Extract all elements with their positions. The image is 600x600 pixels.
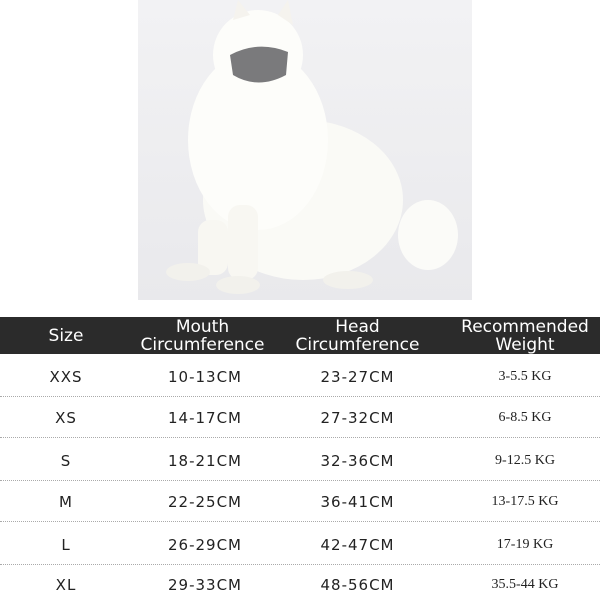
mouth-cell: 10-13CM [167, 368, 242, 386]
mouth-cell: 14-17CM [167, 409, 242, 427]
size-cell: XXS [49, 368, 83, 386]
weight-cell: 35.5-44 KG [491, 577, 559, 592]
table-row: XS 14-17CM 27-32CM 6-8.5 KG [0, 397, 600, 439]
row-divider [0, 480, 600, 481]
weight-cell: 9-12.5 KG [495, 453, 555, 468]
size-cell: S [60, 452, 72, 470]
header-size: Size [48, 325, 84, 346]
weight-cell: 13-17.5 KG [491, 494, 559, 509]
product-photo [138, 0, 472, 300]
table-row: S 18-21CM 32-36CM 9-12.5 KG [0, 440, 600, 482]
mouth-cell: 22-25CM [167, 493, 242, 511]
row-divider [0, 521, 600, 522]
table-row: L 26-29CM 42-47CM 17-19 KG [0, 524, 600, 566]
mouth-cell: 26-29CM [167, 536, 242, 554]
mouth-cell: 29-33CM [167, 576, 242, 594]
dog-image [166, 0, 458, 294]
header-weight: Recommended Weight [461, 316, 589, 355]
head-cell: 23-27CM [320, 368, 395, 386]
table-row: XXS 10-13CM 23-27CM 3-5.5 KG [0, 356, 600, 398]
weight-cell: 3-5.5 KG [498, 369, 552, 384]
table-row: M 22-25CM 36-41CM 13-17.5 KG [0, 481, 600, 523]
head-cell: 32-36CM [320, 452, 395, 470]
weight-cell: 6-8.5 KG [498, 410, 552, 425]
mouth-cell: 18-21CM [167, 452, 242, 470]
table-header: Size Mouth Circumference Head Circumfere… [0, 317, 600, 354]
row-divider [0, 396, 600, 397]
head-cell: 42-47CM [320, 536, 395, 554]
size-cell: L [61, 536, 71, 554]
size-cell: M [59, 493, 73, 511]
weight-cell: 17-19 KG [496, 537, 554, 552]
size-cell: XS [55, 409, 77, 427]
header-head: Head Circumference [295, 316, 420, 355]
size-cell: XL [55, 576, 77, 594]
row-divider [0, 564, 600, 565]
head-cell: 48-56CM [320, 576, 395, 594]
header-mouth: Mouth Circumference [140, 316, 265, 355]
head-cell: 27-32CM [320, 409, 395, 427]
row-divider [0, 437, 600, 438]
head-cell: 36-41CM [320, 493, 395, 511]
table-row: XL 29-33CM 48-56CM 35.5-44 KG [0, 564, 600, 600]
